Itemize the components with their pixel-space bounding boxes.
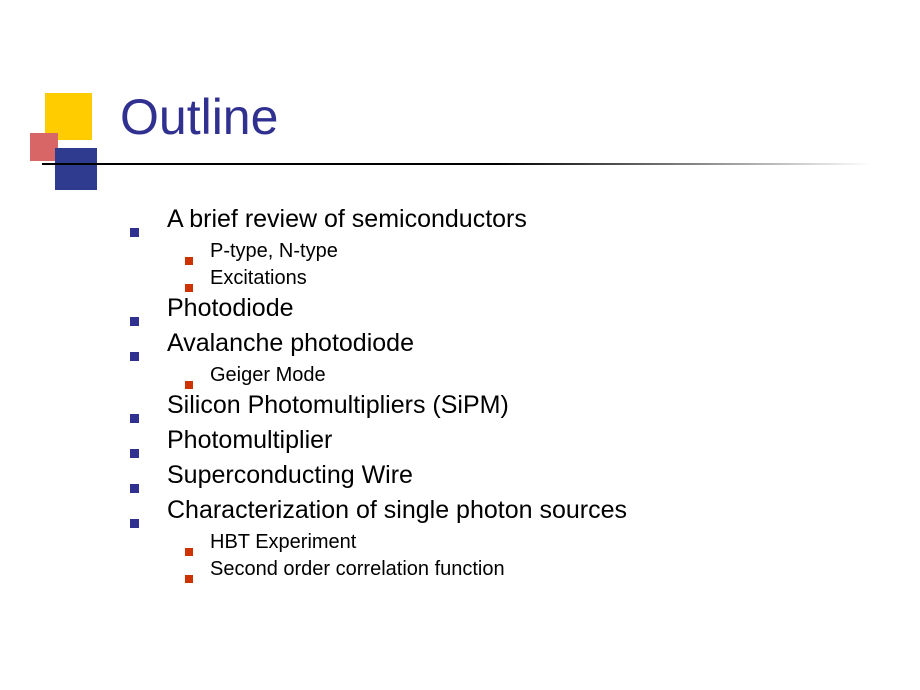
list-subitem: Geiger Mode <box>185 364 870 387</box>
list-item: Photomultiplier <box>130 426 870 455</box>
list-subitem-text: Excitations <box>210 267 307 290</box>
list-item-text: A brief review of semiconductors <box>167 205 527 234</box>
bullet-l1-icon <box>130 414 139 423</box>
list-item-text: Photomultiplier <box>167 426 332 455</box>
bullet-l1-icon <box>130 352 139 361</box>
bullet-l1-icon <box>130 228 139 237</box>
list-item: A brief review of semiconductors <box>130 205 870 234</box>
list-item: Characterization of single photon source… <box>130 496 870 525</box>
list-item-text: Characterization of single photon source… <box>167 496 627 525</box>
list-subitem: P-type, N-type <box>185 240 870 263</box>
bullet-l1-icon <box>130 519 139 528</box>
outline-content: A brief review of semiconductors P-type,… <box>130 205 870 585</box>
decor-square-red <box>30 133 58 161</box>
bullet-l2-icon <box>185 284 193 292</box>
list-subitem: HBT Experiment <box>185 531 870 554</box>
bullet-l2-icon <box>185 381 193 389</box>
bullet-l1-icon <box>130 317 139 326</box>
title-underline <box>42 163 872 165</box>
list-item-text: Superconducting Wire <box>167 461 413 490</box>
list-item-text: Avalanche photodiode <box>167 329 414 358</box>
bullet-l1-icon <box>130 449 139 458</box>
slide-title: Outline <box>120 88 278 146</box>
bullet-l2-icon <box>185 548 193 556</box>
title-decoration <box>30 93 105 193</box>
bullet-l1-icon <box>130 484 139 493</box>
bullet-l2-icon <box>185 257 193 265</box>
list-subitem-text: Geiger Mode <box>210 364 326 387</box>
list-subitem-text: P-type, N-type <box>210 240 338 263</box>
list-subitem-text: Second order correlation function <box>210 558 505 581</box>
list-item: Silicon Photomultipliers (SiPM) <box>130 391 870 420</box>
decor-square-blue <box>55 148 97 190</box>
list-item: Superconducting Wire <box>130 461 870 490</box>
list-item-text: Silicon Photomultipliers (SiPM) <box>167 391 509 420</box>
list-subitem: Excitations <box>185 267 870 290</box>
list-item: Photodiode <box>130 294 870 323</box>
list-item: Avalanche photodiode <box>130 329 870 358</box>
list-subitem: Second order correlation function <box>185 558 870 581</box>
bullet-l2-icon <box>185 575 193 583</box>
list-item-text: Photodiode <box>167 294 294 323</box>
list-subitem-text: HBT Experiment <box>210 531 356 554</box>
